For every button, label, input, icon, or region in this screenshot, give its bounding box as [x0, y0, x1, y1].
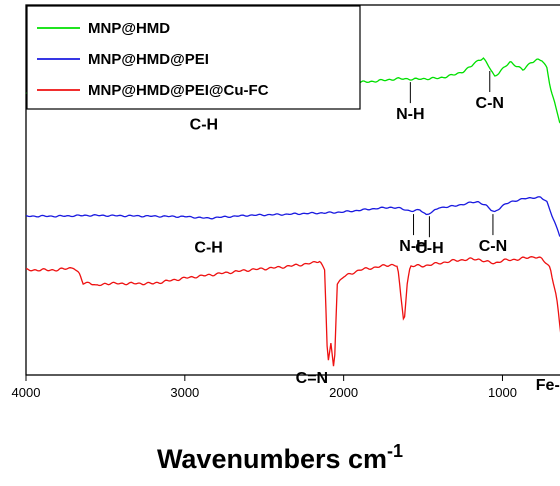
plot-frame	[25, 4, 560, 376]
legend-label: MNP@HMD@PEI@Cu-FC	[88, 82, 269, 99]
x-tick-label: 4000	[12, 385, 41, 400]
x-axis-ticks: 4000 3000 2000 1000	[12, 375, 517, 400]
peak-annotation-label: C-H	[415, 240, 443, 257]
peak-annotation-label: Fe-O	[536, 377, 560, 394]
peak-annotation-label: C-N	[479, 238, 507, 255]
peak-annotation-label: C=N	[296, 370, 328, 387]
peak-annotation-label: C-N	[476, 95, 504, 112]
series-line-3	[25, 256, 560, 367]
legend-label: MNP@HMD@PEI	[88, 51, 209, 68]
legend-label: MNP@HMD	[88, 20, 170, 37]
peak-annotation-label: C-H	[190, 116, 218, 133]
peak-annotation-label: C-H	[194, 239, 222, 256]
x-tick-label: 2000	[329, 385, 358, 400]
x-axis-title: Wavenumbers cm-1	[157, 441, 403, 474]
x-tick-label: 3000	[170, 385, 199, 400]
peak-annotation-label: N-H	[396, 106, 424, 123]
x-tick-label: 1000	[488, 385, 517, 400]
legend-box	[26, 5, 361, 110]
x-axis-title-text: Wavenumbers cm	[157, 444, 387, 474]
x-axis-title-superscript: -1	[387, 441, 403, 461]
peak-annotation-label: N-H	[399, 238, 427, 255]
peak-annotations: C-HN-HC-NC-HN-HC-HC-NC=NFe-O	[190, 71, 560, 394]
legend: MNP@HMD MNP@HMD@PEI MNP@HMD@PEI@Cu-FC	[26, 5, 361, 110]
series-line-2	[25, 196, 560, 237]
